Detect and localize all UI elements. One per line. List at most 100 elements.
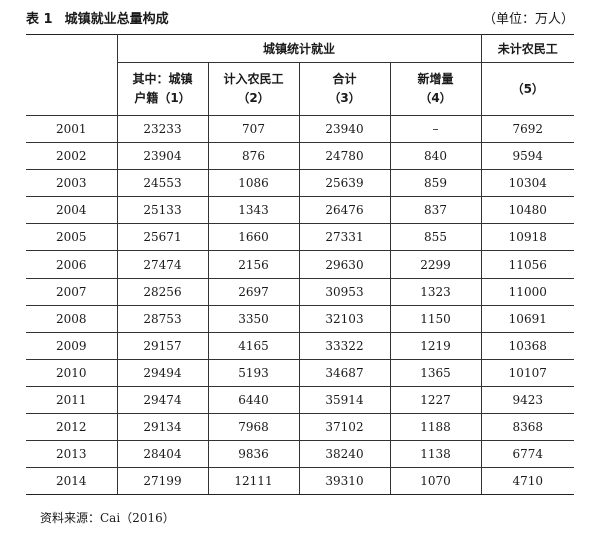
table-row: 2014 27199 12111 39310 1070 4710	[26, 467, 575, 496]
cell-year: 2013	[26, 440, 118, 469]
table-caption: 表 1 城镇就业总量构成 （单位：万人）	[26, 10, 574, 30]
cell-uncounted: 10107	[480, 358, 575, 387]
cell-increase: 837	[389, 196, 482, 225]
cell-increase: 1219	[389, 331, 482, 360]
cell-urban: 28753	[116, 304, 209, 333]
table-row: 2008 28753 3350 32103 1150 10691	[26, 304, 575, 333]
cell-year: 2006	[26, 250, 118, 279]
cell-increase: 2299	[389, 250, 482, 279]
cell-increase: 1188	[389, 413, 482, 442]
cell-year: 2008	[26, 304, 118, 333]
cell-migrant: 12111	[207, 467, 300, 496]
uncounted-migrant-header: 未计农民工	[480, 34, 575, 63]
cell-uncounted: 10691	[480, 304, 575, 333]
cell-total: 26476	[298, 196, 391, 225]
table-row: 2003 24553 1086 25639 859 10304	[26, 169, 575, 198]
cell-migrant: 6440	[207, 385, 300, 415]
column-header-urban-line1: 其中：城镇	[132, 72, 193, 86]
table-title: 城镇就业总量构成	[64, 12, 169, 27]
cell-migrant: 7968	[207, 413, 300, 442]
cell-total: 39310	[298, 467, 391, 496]
cell-total: 35914	[298, 385, 391, 415]
column-header-total-line1: 合计	[332, 72, 357, 86]
cell-uncounted: 7692	[480, 114, 575, 144]
cell-urban: 27199	[116, 467, 209, 496]
cell-urban: 23904	[116, 142, 209, 171]
cell-uncounted: 9423	[480, 385, 575, 415]
cell-total: 33322	[298, 331, 391, 360]
counted-employment-header: 城镇统计就业	[116, 34, 482, 63]
cell-urban: 29157	[116, 331, 209, 360]
column-header-migrant-line2: （2）	[237, 91, 270, 105]
cell-migrant: 3350	[207, 304, 300, 333]
source-note: 资料来源：Cai（2016）	[40, 511, 175, 525]
cell-uncounted: 10368	[480, 331, 575, 360]
column-header-uncounted: （5）	[480, 62, 575, 116]
cell-uncounted: 10918	[480, 223, 575, 252]
table-row: 2006 27474 2156 29630 2299 11056	[26, 250, 575, 279]
cell-increase: 1070	[389, 467, 482, 496]
table-row: 2002 23904 876 24780 840 9594	[26, 142, 575, 171]
cell-urban: 28404	[116, 440, 209, 469]
cell-migrant: 707	[207, 114, 300, 144]
cell-migrant: 9836	[207, 440, 300, 469]
cell-year: 2009	[26, 331, 118, 360]
cell-year: 2003	[26, 169, 118, 198]
cell-total: 34687	[298, 358, 391, 387]
table-row: 2010 29494 5193 34687 1365 10107	[26, 358, 575, 387]
cell-total: 25639	[298, 169, 391, 198]
cell-increase: 1323	[389, 277, 482, 306]
cell-uncounted: 4710	[480, 467, 575, 496]
cell-migrant: 2156	[207, 250, 300, 279]
cell-urban: 29134	[116, 413, 209, 442]
caption-title-group: 表 1 城镇就业总量构成	[26, 10, 169, 30]
table-row: 2007 28256 2697 30953 1323 11000	[26, 277, 575, 306]
cell-urban: 28256	[116, 277, 209, 306]
cell-migrant: 1660	[207, 223, 300, 252]
cell-total: 30953	[298, 277, 391, 306]
column-header-total-line2: （3）	[328, 91, 361, 105]
column-header-increase-line1: 新增量	[417, 72, 454, 86]
cell-uncounted: 10304	[480, 169, 575, 198]
column-header-migrant-line1: 计入农民工	[223, 72, 284, 86]
cell-urban: 25133	[116, 196, 209, 225]
cell-total: 38240	[298, 440, 391, 469]
column-header-urban-line2: 户籍（1）	[134, 91, 191, 105]
cell-urban: 23233	[116, 114, 209, 144]
table-row: 2011 29474 6440 35914 1227 9423	[26, 385, 575, 415]
cell-urban: 29494	[116, 358, 209, 387]
cell-migrant: 1343	[207, 196, 300, 225]
table-row: 2004 25133 1343 26476 837 10480	[26, 196, 575, 225]
cell-uncounted: 10480	[480, 196, 575, 225]
column-header-urban: 其中：城镇 户籍（1）	[117, 62, 209, 116]
cell-increase: 1365	[389, 358, 482, 387]
cell-increase: 1227	[389, 385, 482, 415]
cell-increase: 1150	[389, 304, 482, 333]
cell-year: 2011	[26, 385, 118, 415]
cell-uncounted: 11000	[480, 277, 575, 306]
cell-year: 2012	[26, 413, 118, 442]
cell-increase: –	[389, 114, 482, 144]
table-row: 2005 25671 1660 27331 855 10918	[26, 223, 575, 252]
cell-uncounted: 11056	[480, 250, 575, 279]
table-row: 2001 23233 707 23940–7692	[26, 114, 575, 144]
table-unit: （单位：万人）	[482, 12, 574, 27]
cell-migrant: 4165	[207, 331, 300, 360]
cell-urban: 24553	[116, 169, 209, 198]
cell-year: 2007	[26, 277, 118, 306]
cell-total: 24780	[298, 142, 391, 171]
column-header-increase-line2: （4）	[419, 91, 452, 105]
cell-migrant: 876	[207, 142, 300, 171]
cell-increase: 859	[389, 169, 482, 198]
cell-urban: 27474	[116, 250, 209, 279]
cell-migrant: 2697	[207, 277, 300, 306]
cell-total: 29630	[298, 250, 391, 279]
table-body: 2001 23233 707 23940–7692 2002 23904 876 24780 8…	[26, 114, 575, 496]
cell-increase: 1138	[389, 440, 482, 469]
employment-table: 城镇统计就业 未计农民工 其中：城镇 户籍（1） 计入农民工 （2） 合计 （3…	[26, 34, 575, 496]
cell-uncounted: 8368	[480, 413, 575, 442]
table-number: 表 1	[26, 12, 53, 27]
cell-migrant: 5193	[207, 358, 300, 387]
column-header-increase: 新增量 （4）	[389, 62, 482, 116]
